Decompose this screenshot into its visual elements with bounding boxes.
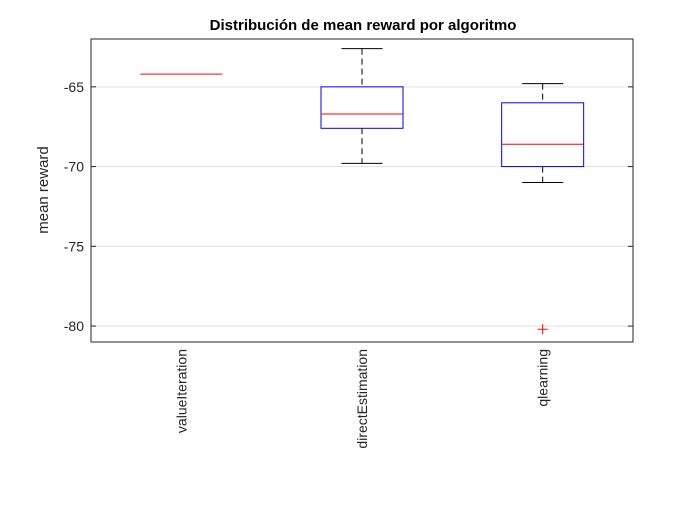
box-qlearning <box>501 83 585 335</box>
plot-area-frame <box>90 38 634 343</box>
x-category-label: qlearning <box>535 349 551 407</box>
y-tick-label: -70 <box>64 159 84 175</box>
iqr-box <box>501 102 585 168</box>
x-category-label: directEstimation <box>354 349 370 449</box>
y-tick-label: -65 <box>64 79 84 95</box>
x-category-label: valueIteration <box>173 349 189 433</box>
box-directEstimation <box>320 48 404 164</box>
x-category-labels: valueIteration directEstimation qlearning <box>173 349 550 449</box>
iqr-box <box>320 86 404 129</box>
boxes <box>140 48 585 335</box>
y-tick-label: -80 <box>64 318 84 334</box>
y-axis-ticks: -65 -70 -75 -80 <box>64 79 633 334</box>
chart-title: Distribución de mean reward por algoritm… <box>210 17 517 34</box>
y-tick-label: -75 <box>64 238 84 254</box>
y-axis-label: mean reward <box>35 146 52 234</box>
